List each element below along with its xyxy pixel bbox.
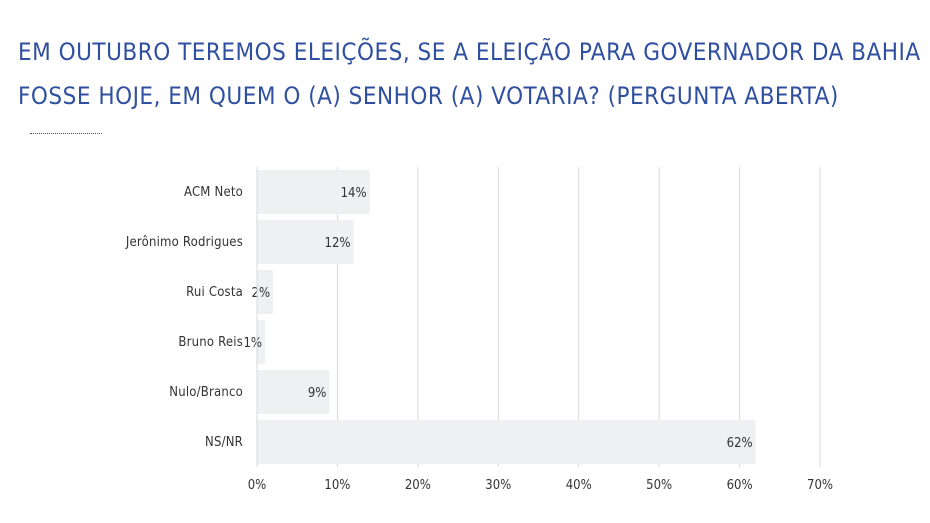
chart-title: EM OUTUBRO TEREMOS ELEIÇÕES, SE A ELEIÇÃ… bbox=[18, 30, 921, 118]
x-tick-label: 60% bbox=[727, 478, 753, 493]
chart-title-line-2: FOSSE HOJE, EM QUEM O (A) SENHOR (A) VOT… bbox=[18, 82, 839, 110]
bar-0 bbox=[257, 170, 370, 214]
category-label: Rui Costa bbox=[186, 285, 243, 300]
x-tick-label: 70% bbox=[807, 478, 833, 493]
x-tick-label: 10% bbox=[324, 478, 350, 493]
bar-4 bbox=[257, 370, 330, 414]
category-label: ACM Neto bbox=[184, 185, 243, 200]
category-label: Bruno Reis bbox=[178, 335, 243, 350]
value-label: 1% bbox=[243, 336, 262, 351]
chart-title-line-1: EM OUTUBRO TEREMOS ELEIÇÕES, SE A ELEIÇÃ… bbox=[18, 38, 921, 66]
value-label: 2% bbox=[252, 286, 271, 301]
value-label: 62% bbox=[727, 436, 753, 451]
title-divider bbox=[30, 133, 102, 134]
x-tick-label: 0% bbox=[248, 478, 267, 493]
bar-3 bbox=[257, 320, 266, 364]
x-tick-label: 40% bbox=[566, 478, 592, 493]
value-label: 9% bbox=[308, 386, 327, 401]
category-label: Nulo/Branco bbox=[169, 385, 243, 400]
bar-2 bbox=[257, 270, 274, 314]
bar-5 bbox=[257, 420, 756, 464]
value-label: 14% bbox=[341, 186, 367, 201]
value-label: 12% bbox=[325, 236, 351, 251]
category-label: Jerônimo Rodrigues bbox=[125, 235, 243, 250]
bar-1 bbox=[257, 220, 354, 264]
x-tick-label: 30% bbox=[485, 478, 511, 493]
category-label: NS/NR bbox=[205, 435, 243, 450]
x-tick-label: 50% bbox=[646, 478, 672, 493]
x-tick-label: 20% bbox=[405, 478, 431, 493]
